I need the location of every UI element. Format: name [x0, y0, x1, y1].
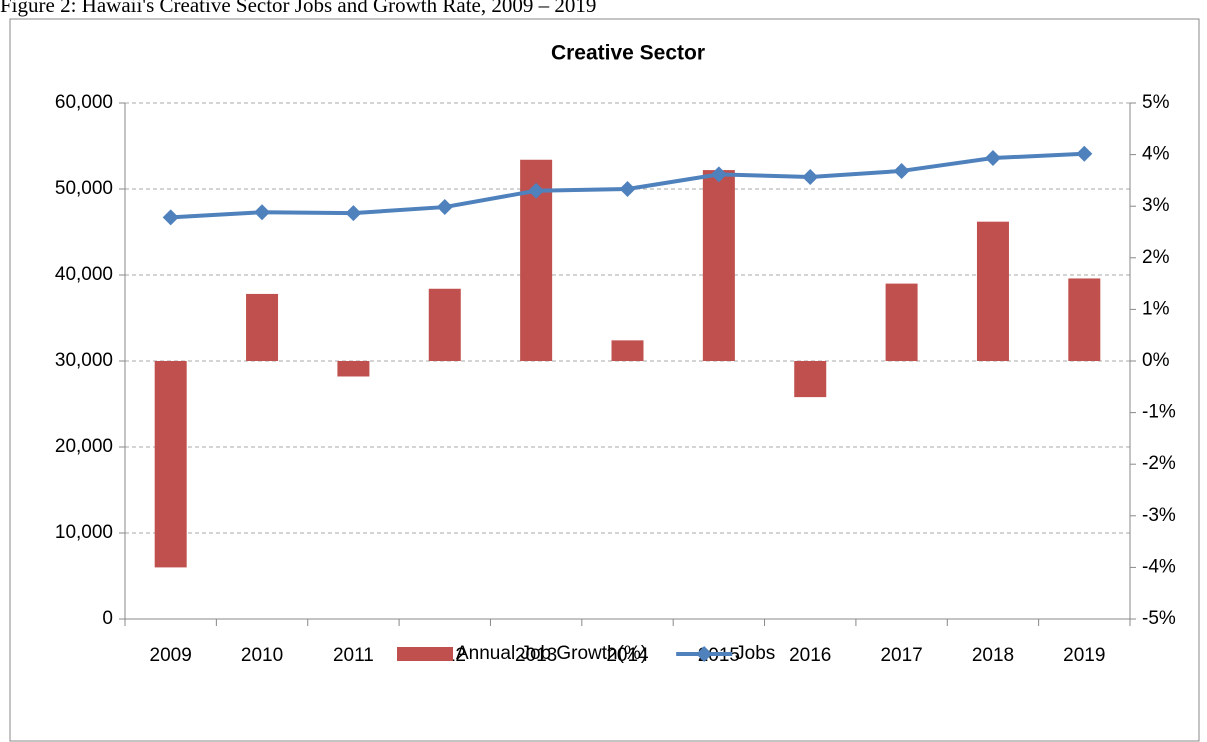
y-tick-label: 0 — [102, 608, 113, 629]
marker — [436, 199, 453, 216]
marker — [162, 209, 179, 226]
y-tick-label: 30,000 — [55, 350, 113, 371]
y2-tick-label: 2% — [1142, 247, 1170, 268]
y2-tick-label: 1% — [1142, 298, 1170, 319]
legend-marker — [696, 646, 713, 662]
caption: Figure 2: Hawaii's Creative Sector Jobs … — [0, 0, 596, 17]
x-tick-label: 2016 — [789, 645, 831, 666]
marker — [893, 162, 910, 179]
x-tick-label: 2011 — [333, 645, 374, 666]
y-tick-label: 20,000 — [55, 436, 113, 457]
legend-label: Jobs — [735, 643, 775, 664]
bar — [794, 361, 827, 398]
x-tick-label: 2018 — [972, 645, 1014, 666]
y2-tick-label: 3% — [1142, 195, 1170, 216]
bar — [154, 361, 187, 568]
legend-label: Annual Job Growth(%) — [456, 643, 647, 664]
bar — [246, 293, 279, 361]
bar — [611, 340, 644, 361]
bar — [976, 221, 1009, 361]
y2-tick-label: -1% — [1142, 402, 1176, 423]
marker — [254, 204, 271, 221]
legend-swatch — [397, 647, 453, 661]
y-tick-label: 50,000 — [55, 178, 113, 199]
marker — [619, 181, 636, 197]
bar — [885, 283, 918, 361]
x-tick-label: 2010 — [241, 645, 283, 666]
y2-tick-label: -4% — [1142, 556, 1176, 577]
chart-frame — [9, 18, 1200, 742]
x-tick-label: 2009 — [150, 645, 192, 666]
x-tick-label: 2019 — [1063, 645, 1105, 666]
y-tick-label: 60,000 — [55, 92, 113, 113]
y-tick-label: 10,000 — [55, 522, 113, 543]
marker — [1076, 145, 1093, 162]
bar — [1068, 278, 1101, 361]
y2-tick-label: 5% — [1142, 92, 1170, 113]
y-tick-label: 40,000 — [55, 264, 113, 285]
x-tick-label: 2013 — [515, 645, 557, 666]
chart-title: Creative Sector — [551, 42, 705, 65]
marker — [710, 166, 727, 183]
marker — [528, 182, 545, 199]
x-tick-label: 2017 — [880, 645, 922, 666]
marker — [802, 168, 819, 185]
bar — [337, 361, 370, 377]
marker — [984, 150, 1001, 167]
bar — [428, 288, 461, 361]
x-tick-label: 2014 — [606, 645, 649, 666]
y2-tick-label: 4% — [1142, 144, 1170, 165]
y2-tick-label: -5% — [1142, 608, 1176, 629]
marker — [345, 205, 362, 222]
y2-tick-label: -2% — [1142, 453, 1176, 474]
bar — [702, 170, 735, 361]
y2-tick-label: -3% — [1142, 505, 1176, 526]
y2-tick-label: 0% — [1142, 350, 1170, 371]
